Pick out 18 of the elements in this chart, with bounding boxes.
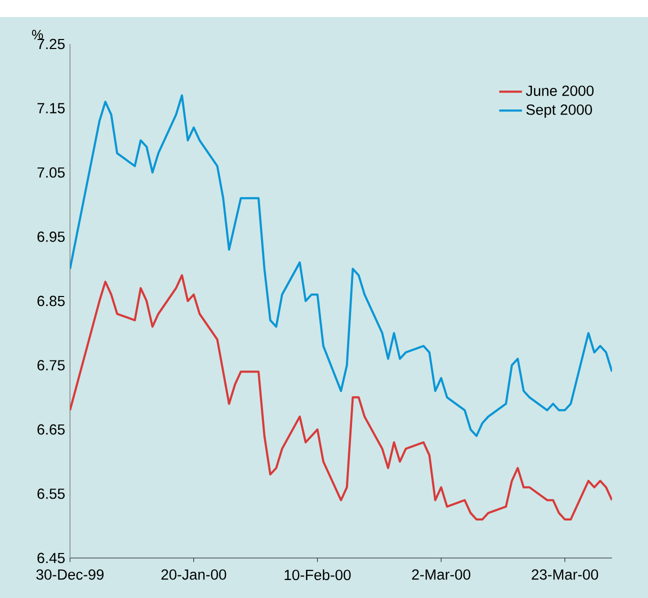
y-tick-label: 6.65: [38, 424, 65, 435]
y-tick-label: 6.95: [38, 232, 65, 242]
y-tick-label: 6.45: [38, 552, 65, 564]
y-axis-title: %: [32, 30, 43, 40]
y-tick-label: 6.75: [38, 360, 65, 370]
x-tick-label: 10-Feb-00: [284, 569, 351, 580]
x-tick-label: 20-Jan-00: [161, 569, 226, 580]
line-series: [70, 94, 612, 437]
y-tick-label: 7.15: [38, 103, 65, 114]
x-tick-label: 30-Dec-99: [36, 569, 104, 580]
y-tick-label: 6.85: [38, 296, 65, 306]
x-tick-label: 2-Mar-00: [412, 569, 470, 580]
x-tick-label: 23-Mar-00: [532, 569, 598, 580]
legend-label: June 2000: [526, 86, 594, 96]
y-tick-label: 7.05: [38, 167, 65, 178]
y-tick-label: 7.25: [38, 38, 65, 50]
legend-label: Sept 2000: [526, 104, 592, 118]
y-tick-label: 6.55: [38, 488, 65, 499]
